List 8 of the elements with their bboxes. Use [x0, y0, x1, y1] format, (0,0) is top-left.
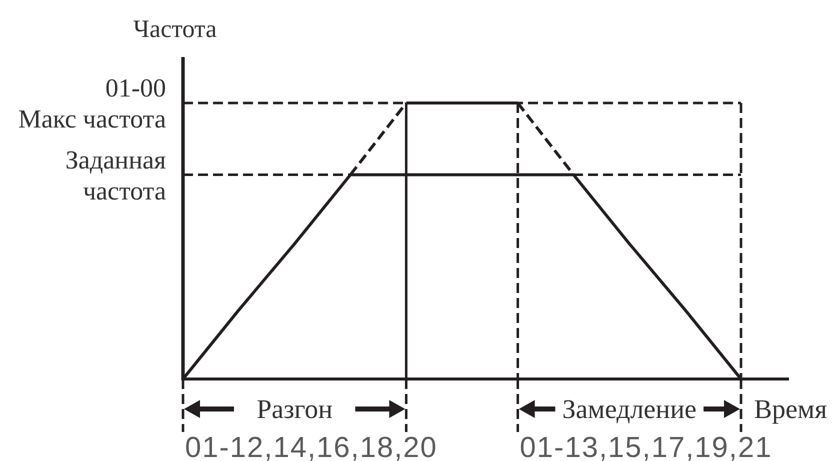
text: 01-12,14,16,18,20	[185, 432, 438, 461]
y-axis-title: Частота	[133, 16, 217, 43]
text: 01-13,15,17,19,21	[520, 432, 772, 461]
ref-line-label: Заданная частота	[65, 145, 166, 206]
text: Разгон	[256, 394, 333, 424]
text: Замедление	[562, 394, 697, 424]
ref-line-label: 01-00 Макс частота	[18, 74, 166, 134]
x-axis-title: Время	[754, 394, 827, 424]
